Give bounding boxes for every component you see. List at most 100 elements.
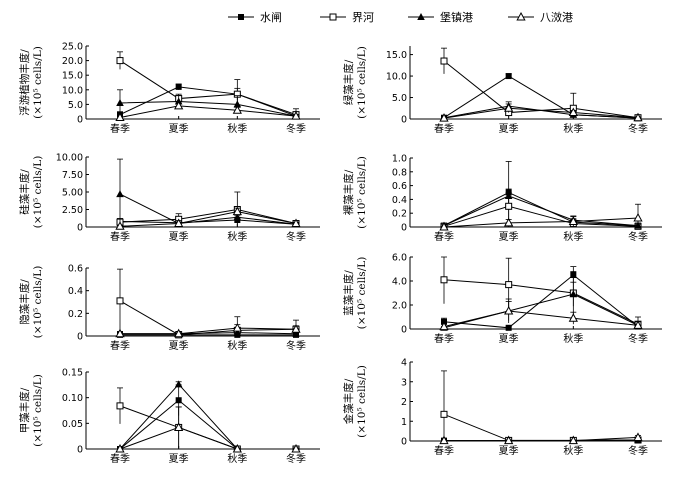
data-point xyxy=(174,422,184,431)
legend-label: 八滧港 xyxy=(540,10,573,24)
series-line xyxy=(443,191,639,227)
y-tick-label: 15.0 xyxy=(62,71,83,82)
data-point xyxy=(232,105,242,114)
chart-panels: 05.010.015.020.025.0春季 夏季 秋季 冬季浮游植物丰度/(×10⁵… xyxy=(18,42,662,465)
legend-item: 水闸 xyxy=(228,11,282,24)
data-point xyxy=(505,324,512,331)
x-tick-label: 夏季 xyxy=(499,231,519,243)
data-point xyxy=(116,190,124,198)
x-tick-label: 春季 xyxy=(434,231,454,243)
data-point xyxy=(291,324,301,333)
series-八滧港 xyxy=(439,432,643,445)
series-line xyxy=(443,75,639,119)
panel-4: 0 0.2 0.4 0.6 0.8 1.0 春季 夏季 秋季 冬季 裸藻丰度/(×10⁵ cells… xyxy=(342,154,662,243)
series-界河 xyxy=(440,370,642,444)
x-tick-label: 秋季 xyxy=(563,230,583,243)
x-tick-label: 夏季 xyxy=(169,340,189,352)
y-tick-label: 6.0 xyxy=(392,253,407,264)
y-tick-label: 0.10 xyxy=(62,393,83,404)
x-tick-label: 冬季 xyxy=(628,122,648,135)
y-tick-label: 0.05 xyxy=(62,419,83,430)
series-line xyxy=(119,219,297,225)
x-tick-label: 春季 xyxy=(110,123,130,135)
x-tick-label: 夏季 xyxy=(499,445,519,457)
x-tick-label: 秋季 xyxy=(563,444,583,457)
series-界河 xyxy=(440,256,642,329)
data-point xyxy=(116,57,124,65)
data-point xyxy=(568,107,578,117)
y-tick-label: 4 xyxy=(401,358,407,369)
y-tick-label: 4.0 xyxy=(392,277,407,288)
series-line xyxy=(443,107,639,119)
series-line xyxy=(443,293,639,329)
x-tick-label: 秋季 xyxy=(227,339,247,352)
series-line xyxy=(119,60,297,116)
x-tick-label: 夏季 xyxy=(169,231,189,243)
data-point xyxy=(174,100,184,110)
series-line xyxy=(119,300,297,336)
series-line xyxy=(119,426,296,450)
y-axis-label: (×10⁵ cells/L) xyxy=(356,46,368,119)
series-八滧港 xyxy=(115,406,301,453)
data-point xyxy=(440,57,448,65)
data-point xyxy=(233,213,242,221)
data-point xyxy=(504,217,514,227)
data-point xyxy=(504,305,514,315)
data-point xyxy=(232,323,242,332)
y-axis-label: (×10⁵ cells/L) xyxy=(32,266,44,339)
y-tick-label: 10.0 xyxy=(386,72,407,83)
data-point xyxy=(440,410,448,418)
y-axis-label: 硅藻丰度/ xyxy=(18,169,31,215)
legend-marker-triangle-open xyxy=(516,11,526,21)
series-八滧港 xyxy=(115,323,301,338)
series-line xyxy=(443,205,639,227)
data-point xyxy=(633,432,643,441)
data-point xyxy=(291,218,301,227)
data-point xyxy=(505,281,513,289)
y-tick-label: 0 xyxy=(401,223,407,234)
series-八滧港 xyxy=(439,103,643,122)
series-八滧港 xyxy=(115,100,301,122)
y-axis-label: (×10⁵ cells/L) xyxy=(356,257,368,330)
data-point xyxy=(115,112,125,122)
x-tick-label: 冬季 xyxy=(628,444,648,457)
y-axis-label: 蓝藻丰度/ xyxy=(342,270,355,316)
legend-label: 界河 xyxy=(352,11,374,24)
y-tick-label: 0 xyxy=(77,445,83,456)
series-line xyxy=(119,86,297,117)
data-point xyxy=(116,297,124,305)
data-point xyxy=(439,321,449,331)
legend-item: 界河 xyxy=(320,11,374,24)
data-point xyxy=(568,435,578,445)
y-axis-label: 金藻丰度/ xyxy=(342,378,355,424)
y-tick-label: 0 xyxy=(401,437,407,448)
x-tick-label: 冬季 xyxy=(628,230,648,243)
series-八滧港 xyxy=(115,206,301,230)
data-point xyxy=(232,443,242,453)
x-tick-label: 夏季 xyxy=(499,333,519,345)
data-point xyxy=(291,443,301,453)
y-tick-label: 15.0 xyxy=(386,50,407,61)
legend-item: 八滧港 xyxy=(508,10,573,24)
x-tick-label: 秋季 xyxy=(227,452,247,465)
x-tick-label: 冬季 xyxy=(286,452,306,465)
legend-marker-square-filled xyxy=(238,14,244,20)
x-tick-label: 春季 xyxy=(434,445,454,457)
y-tick-label: 0.4 xyxy=(392,195,407,206)
y-axis-label: (×10⁵ cells/L) xyxy=(32,156,44,229)
series-堡镇港 xyxy=(116,158,300,228)
y-tick-label: 5.0 xyxy=(68,100,83,111)
data-point xyxy=(440,276,448,284)
series-堡镇港 xyxy=(440,436,642,444)
y-tick-label: 0.2 xyxy=(68,309,83,320)
x-tick-label: 春季 xyxy=(110,453,130,465)
y-tick-label: 1 xyxy=(401,417,407,428)
y-tick-label: 20.0 xyxy=(62,56,83,67)
data-point xyxy=(233,100,242,108)
series-界河 xyxy=(116,268,300,339)
x-tick-label: 秋季 xyxy=(563,332,583,345)
series-堡镇港 xyxy=(440,188,642,229)
x-tick-label: 冬季 xyxy=(286,122,306,135)
legend-marker-triangle-filled xyxy=(417,13,425,20)
